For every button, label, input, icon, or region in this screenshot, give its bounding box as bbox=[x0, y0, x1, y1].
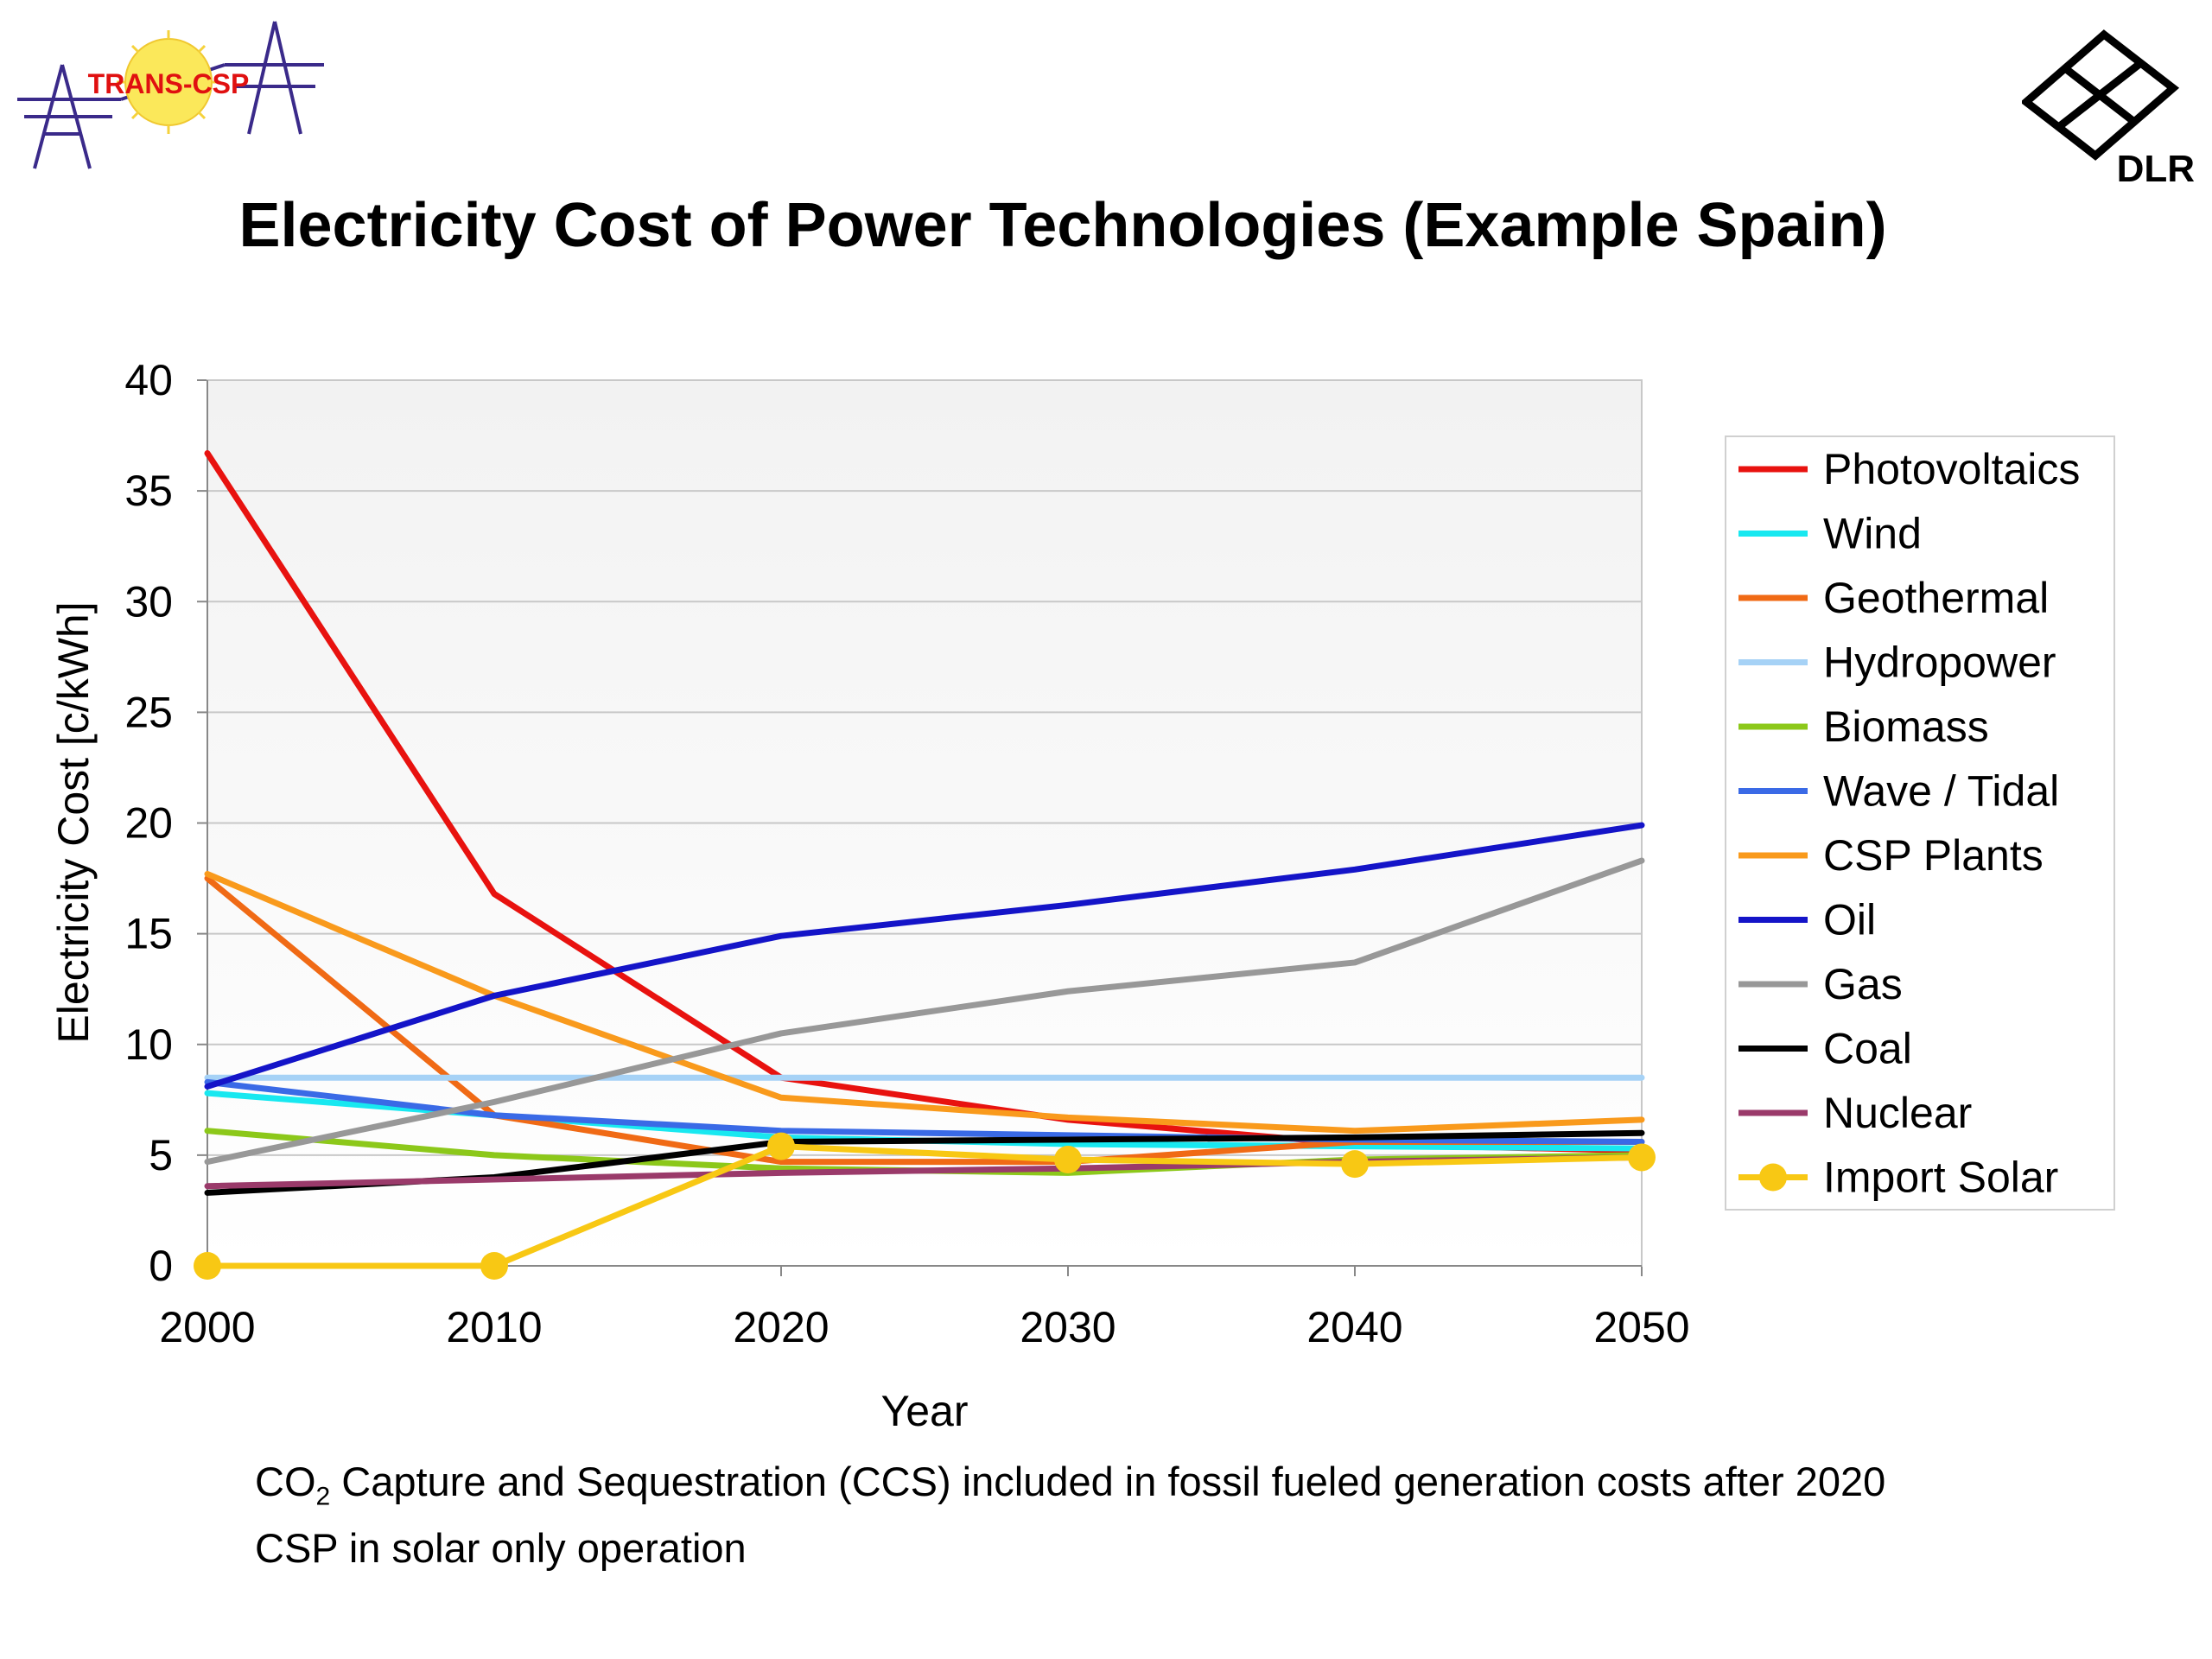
legend-label-hydropower: Hydropower bbox=[1823, 639, 2056, 687]
series-line-oil bbox=[204, 822, 1645, 1090]
dlr-logo: DLR bbox=[2022, 29, 2195, 190]
y-axis-label: Electricity Cost [c/kWh] bbox=[49, 601, 98, 1043]
series-line-gas bbox=[204, 857, 1645, 1166]
x-tick-label-2030: 2030 bbox=[1020, 1303, 1116, 1351]
y-tick-label-10: 10 bbox=[124, 1020, 173, 1069]
legend-label-photovoltaics: Photovoltaics bbox=[1823, 445, 2080, 493]
y-tick-label-30: 30 bbox=[124, 577, 173, 626]
x-tick-label-2000: 2000 bbox=[159, 1303, 255, 1351]
legend-label-wind: Wind bbox=[1823, 510, 1922, 558]
legend-marker-import-solar bbox=[1759, 1163, 1787, 1192]
point-import-solar-2040 bbox=[1341, 1150, 1369, 1179]
point-import-solar-2030 bbox=[1054, 1146, 1082, 1173]
legend-box bbox=[1725, 435, 2115, 1211]
point-import-solar-2050 bbox=[1628, 1143, 1656, 1172]
trans-csp-logo: TRANS-CSP bbox=[17, 21, 324, 169]
series-line-csp-plants bbox=[204, 870, 1645, 1135]
series-lines bbox=[194, 450, 1656, 1280]
footnote-subscript: 2 bbox=[315, 1482, 331, 1511]
x-tick-label-2050: 2050 bbox=[1593, 1303, 1689, 1351]
y-tick-labels: 0 5 10 15 20 25 30 35 40 bbox=[124, 356, 173, 1290]
footnote-csp: CSP in solar only operation bbox=[255, 1525, 747, 1572]
legend-label-nuclear: Nuclear bbox=[1823, 1089, 1972, 1137]
x-tick-labels: 2000 2010 2020 2030 2040 2050 bbox=[159, 1303, 1689, 1351]
y-tick-label-40: 40 bbox=[124, 356, 173, 404]
legend-label-csp-plants: CSP Plants bbox=[1823, 831, 2044, 880]
x-tick-label-2010: 2010 bbox=[446, 1303, 542, 1351]
legend-label-geothermal: Geothermal bbox=[1823, 574, 2049, 622]
x-tick-label-2040: 2040 bbox=[1306, 1303, 1402, 1351]
footnote-co: CO bbox=[255, 1459, 316, 1504]
point-import-solar-2010 bbox=[480, 1252, 508, 1280]
legend-label-oil: Oil bbox=[1823, 896, 1876, 944]
y-tick-label-0: 0 bbox=[149, 1242, 173, 1290]
footnotes: CO2 Capture and Sequestration (CCS) incl… bbox=[255, 1456, 1885, 1574]
y-tick-label-25: 25 bbox=[124, 688, 173, 736]
y-tick-label-15: 15 bbox=[124, 910, 173, 958]
dlr-logo-text: DLR bbox=[2117, 148, 2195, 190]
y-tick-label-20: 20 bbox=[124, 799, 173, 848]
y-tick-label-5: 5 bbox=[149, 1131, 173, 1179]
series-line-import-solar bbox=[204, 1143, 1645, 1269]
x-tick-label-2020: 2020 bbox=[733, 1303, 829, 1351]
legend-label-coal: Coal bbox=[1823, 1025, 1912, 1073]
legend-label-biomass: Biomass bbox=[1823, 702, 1989, 751]
y-tick-label-35: 35 bbox=[124, 467, 173, 515]
legend-label-gas: Gas bbox=[1823, 960, 1903, 1008]
point-import-solar-2000 bbox=[194, 1252, 221, 1280]
chart-title: Electricity Cost of Power Technologies (… bbox=[238, 191, 1887, 260]
trans-csp-logo-text: TRANS-CSP bbox=[88, 68, 250, 99]
legend: Photovoltaics Wind Geothermal Hydropower Bio… bbox=[1725, 435, 2115, 1211]
point-import-solar-2020 bbox=[767, 1132, 795, 1160]
legend-label-wave-tidal: Wave / Tidal bbox=[1823, 767, 2059, 816]
footnote-ccs-text: Capture and Sequestration (CCS) included… bbox=[330, 1459, 1886, 1504]
footnote-ccs: CO2 Capture and Sequestration (CCS) incl… bbox=[255, 1456, 1885, 1522]
legend-label-import-solar: Import Solar bbox=[1823, 1154, 2058, 1202]
x-axis-label: Year bbox=[880, 1387, 968, 1435]
